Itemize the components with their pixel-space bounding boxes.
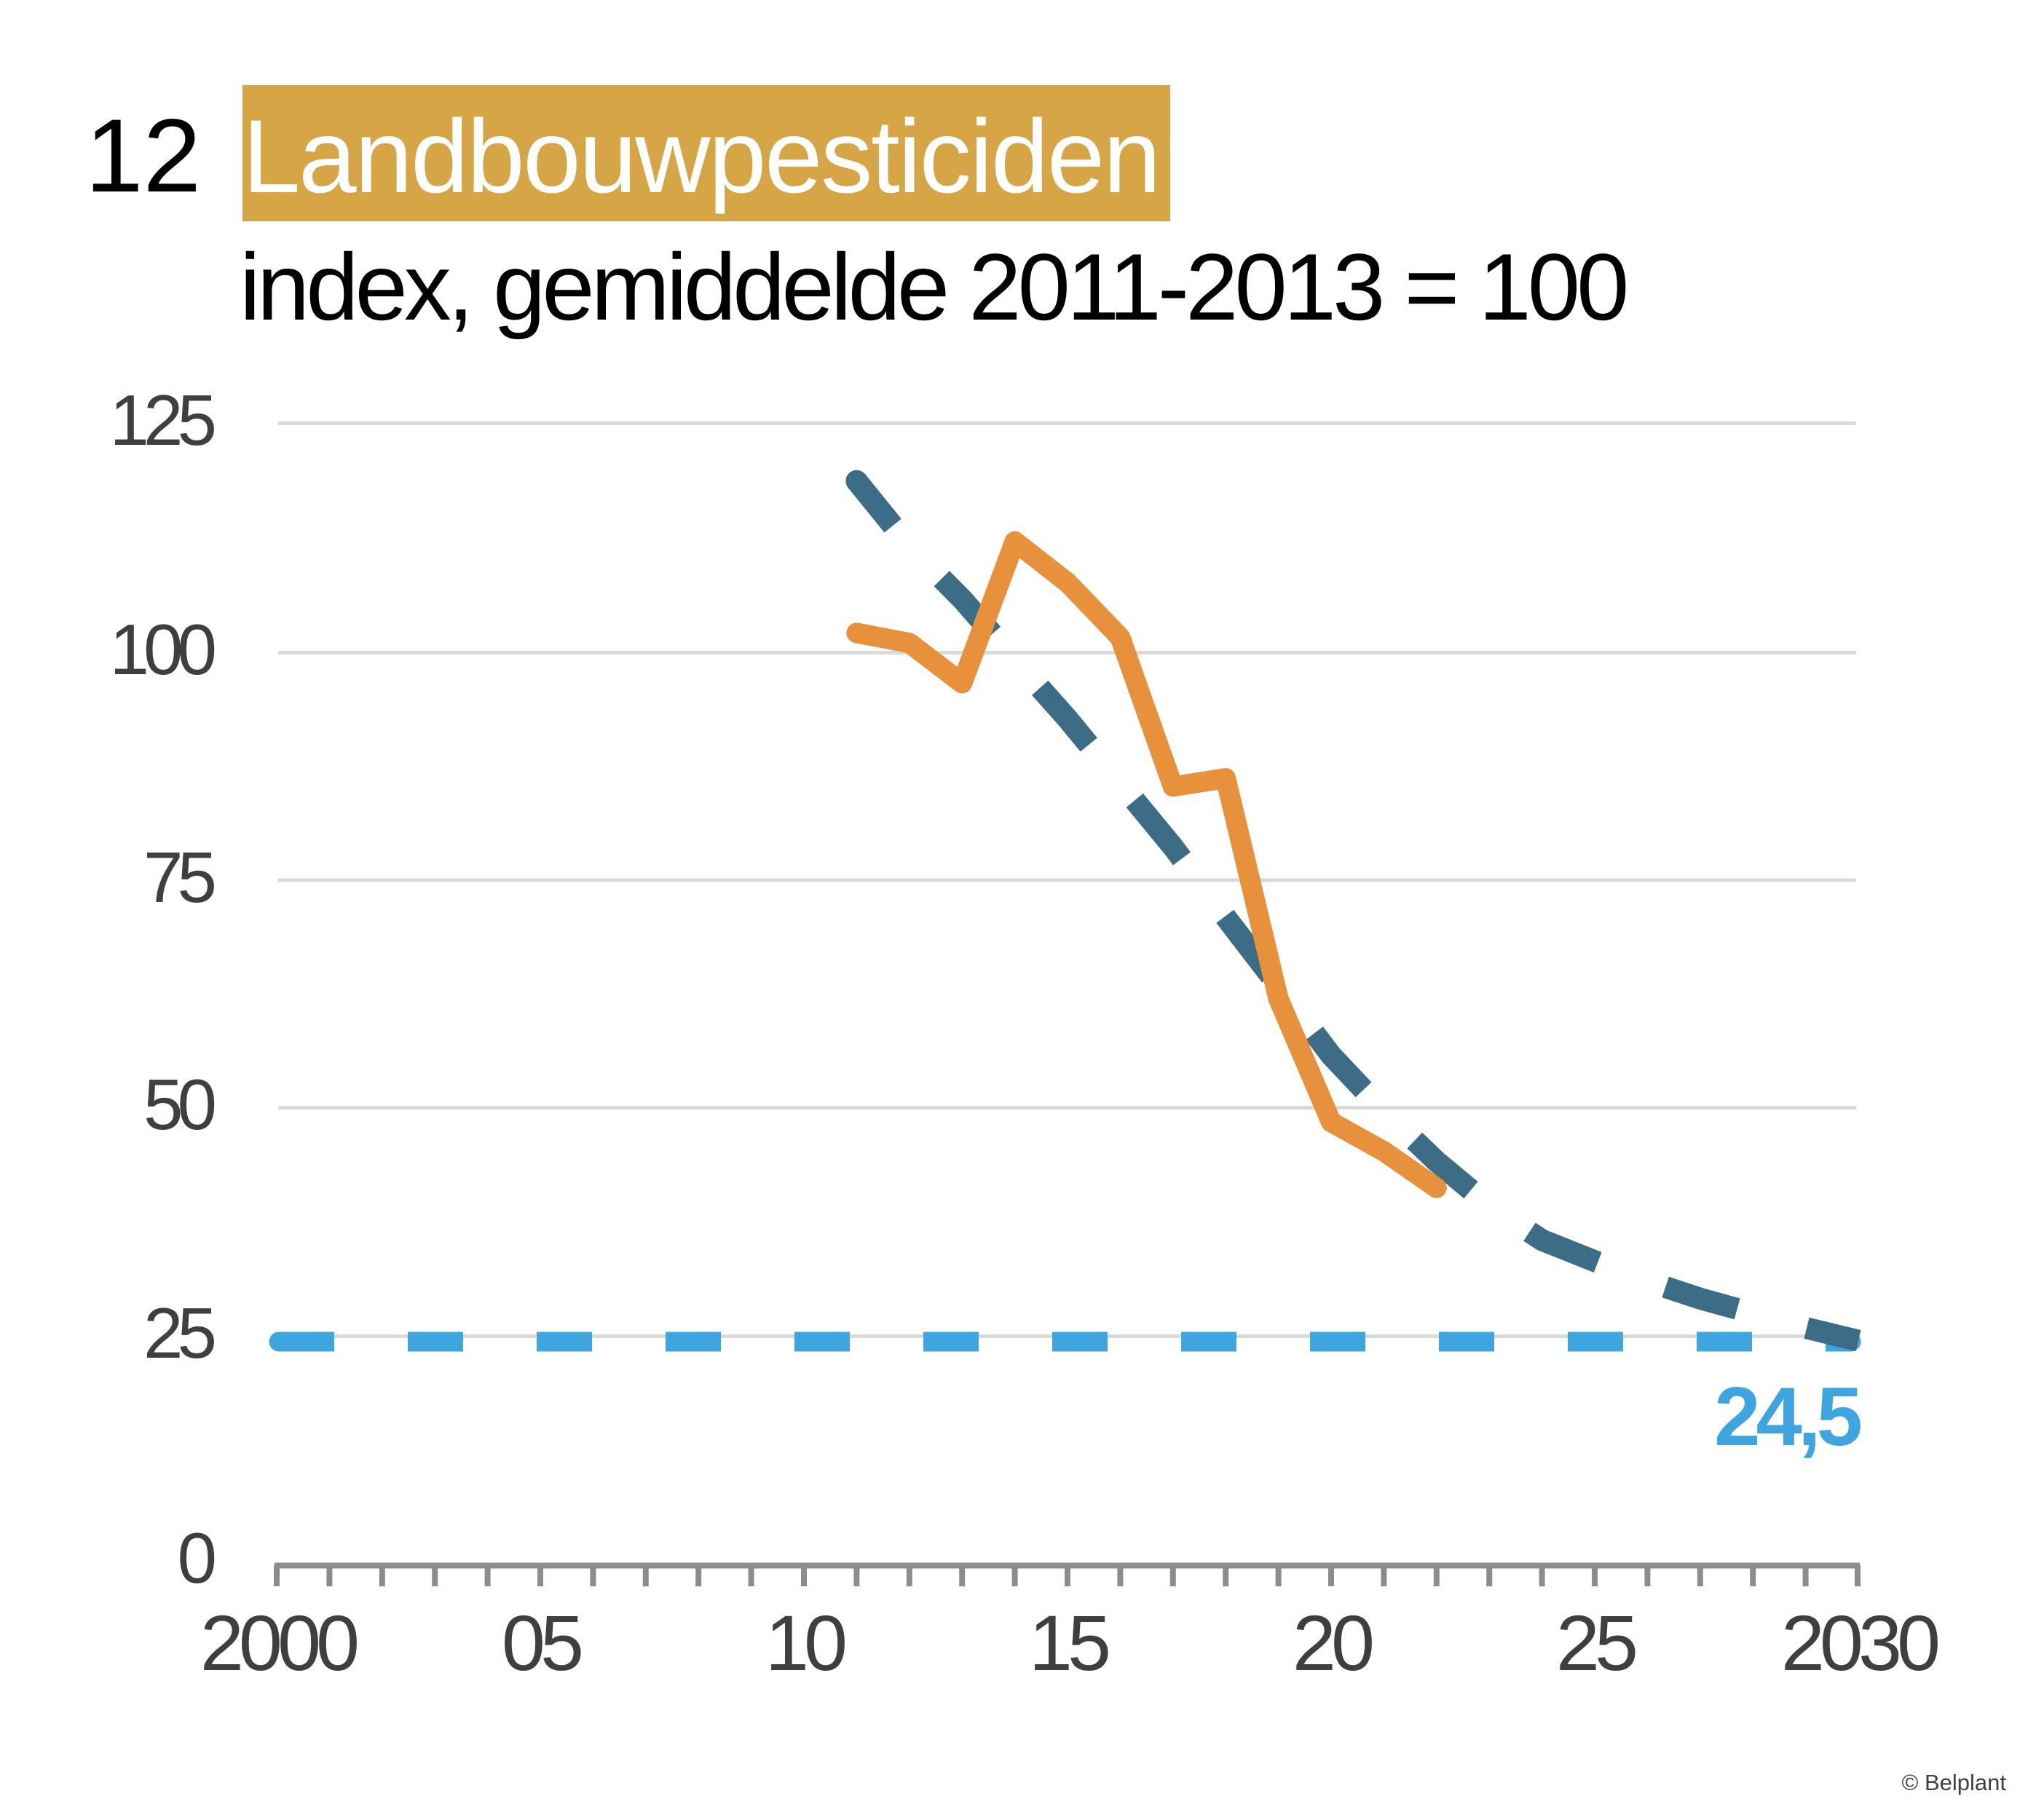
svg-text:25: 25 [143, 1293, 215, 1373]
svg-text:15: 15 [1029, 1599, 1108, 1687]
svg-text:05: 05 [502, 1599, 581, 1687]
svg-text:24,5: 24,5 [1714, 1371, 1861, 1463]
svg-text:2030: 2030 [1781, 1599, 1938, 1687]
svg-text:0: 0 [177, 1518, 214, 1598]
svg-text:25: 25 [1556, 1599, 1636, 1687]
svg-text:75: 75 [143, 837, 215, 917]
svg-text:20: 20 [1293, 1599, 1372, 1687]
svg-text:100: 100 [109, 609, 214, 689]
svg-text:125: 125 [109, 380, 214, 460]
svg-text:index, gemiddelde 2011-2013 =: index, gemiddelde 2011-2013 = 100 [240, 234, 1626, 340]
svg-text:50: 50 [143, 1064, 215, 1144]
svg-text:Landbouwpesticiden: Landbouwpesticiden [242, 99, 1159, 215]
svg-text:12: 12 [85, 98, 201, 214]
svg-text:2000: 2000 [200, 1599, 357, 1687]
svg-text:© Belplant: © Belplant [1902, 1770, 2007, 1795]
svg-text:10: 10 [765, 1599, 845, 1687]
